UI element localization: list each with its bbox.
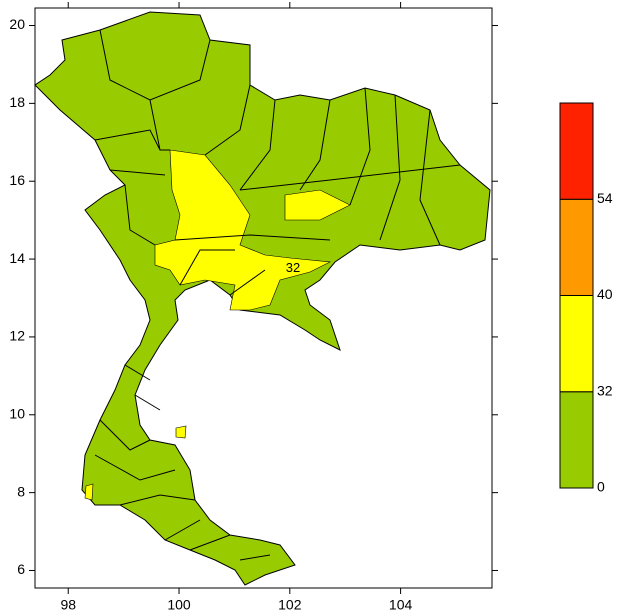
colorbar-segment	[559, 391, 594, 489]
colorbar: 0 32 40 54	[559, 102, 613, 495]
colorbar-segment	[559, 102, 594, 200]
x-tick-label: 98	[60, 597, 76, 610]
x-tick-label: 102	[278, 597, 302, 610]
colorbar-label: 0	[597, 479, 605, 495]
x-tick-label: 104	[389, 597, 413, 610]
colorbar-segment	[559, 295, 594, 393]
zone-32-40	[84, 483, 94, 501]
province-borders	[94, 29, 461, 561]
zone-32-40	[175, 425, 187, 439]
y-tick-label: 12	[9, 328, 25, 344]
y-tick-label: 8	[17, 483, 25, 499]
y-tick-label: 14	[9, 250, 25, 266]
contour-label: 32	[286, 260, 300, 275]
y-tick-label: 10	[9, 405, 25, 421]
x-tick-label: 100	[167, 597, 191, 610]
colorbar-label: 54	[597, 190, 613, 206]
colorbar-label: 32	[597, 382, 613, 398]
zone-32-40	[284, 189, 351, 221]
plot-frame	[34, 7, 493, 589]
y-tick-label: 6	[17, 561, 25, 577]
colorbar-segment	[559, 198, 594, 296]
y-tick-label: 18	[9, 94, 25, 110]
axes: 98 100 102 104 6 8 10 12 14 16 18 20	[9, 2, 498, 613]
y-tick-label: 20	[9, 16, 25, 32]
y-tick-label: 16	[9, 172, 25, 188]
country-map: 32	[34, 11, 491, 586]
colorbar-label: 40	[597, 286, 613, 302]
